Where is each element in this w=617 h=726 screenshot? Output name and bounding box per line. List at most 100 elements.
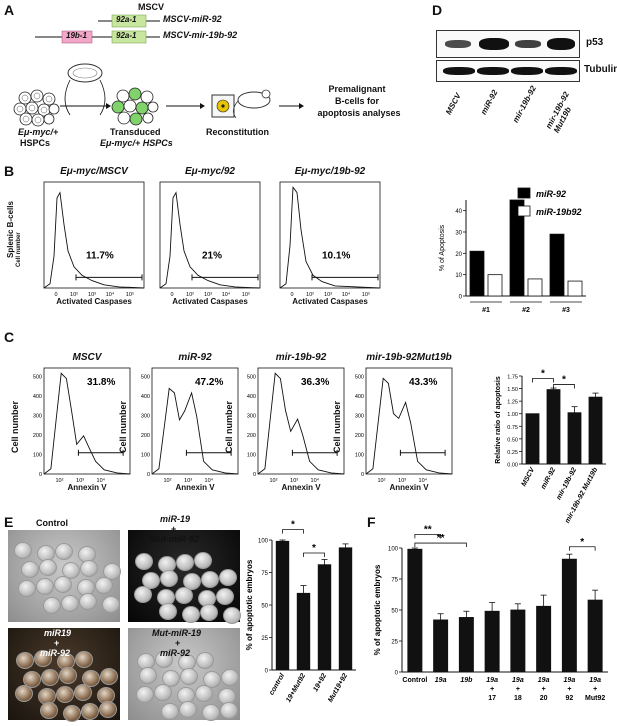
tubulin-blot	[436, 60, 580, 82]
histogram-xlabel: Activated Caspases	[172, 297, 248, 306]
embryo	[195, 685, 213, 702]
y-tick-label: 50	[261, 604, 268, 610]
bar	[487, 274, 503, 297]
embryo	[61, 595, 79, 612]
histogram-title: mir-19b-92	[275, 352, 327, 363]
histogram-frame	[365, 367, 453, 475]
histogram-frame	[257, 367, 345, 475]
category-label: 19a	[538, 677, 550, 684]
embryo	[183, 573, 201, 590]
chart-f: 0 25 50 75 100 % of apoptotic embryos Control 1…	[373, 524, 608, 702]
y-axis-title: % of apoptotic embryos	[373, 564, 382, 655]
category-label: Control	[402, 677, 427, 684]
bar	[433, 619, 449, 673]
category-label: +	[542, 686, 546, 693]
y-axis-title: % of apoptotic embryos	[245, 559, 254, 650]
category-label: #2	[522, 307, 530, 314]
y-tick-label: 75	[261, 571, 268, 577]
histogram-curve	[43, 191, 145, 289]
y-tick-label: 25	[261, 636, 268, 642]
percent-label: 10.1%	[322, 250, 350, 261]
histogram-title: Eμ-myc/19b-92	[294, 166, 366, 177]
significance-label: *	[541, 369, 545, 380]
category-label: mir-19b-92	[555, 467, 578, 502]
x-tick-label: 10³	[76, 478, 84, 484]
bar	[275, 540, 290, 671]
significance-bracket	[532, 378, 554, 383]
category-label: 19a	[512, 677, 524, 684]
histogram-curve	[43, 372, 131, 475]
histogram-curve	[257, 372, 345, 475]
embryo	[63, 705, 81, 722]
x-tick-label: 10²	[306, 292, 314, 298]
embryo	[180, 668, 198, 685]
category-label: +	[567, 686, 571, 693]
y-tick-label: 100	[388, 547, 399, 553]
y-tick-label: 200	[355, 433, 364, 439]
x-tick-label: 10²	[186, 292, 194, 298]
embryo	[201, 571, 219, 588]
percent-label: 36.3%	[301, 377, 329, 388]
embryo	[16, 652, 34, 669]
y-axis-title: % of Apoptosis	[439, 224, 446, 271]
embryo	[162, 670, 180, 687]
embryo	[179, 701, 197, 718]
panel-label-a: A	[4, 2, 15, 18]
histogram-curve	[365, 377, 453, 475]
embryo	[15, 685, 33, 702]
histogram-ylabel: Cell number	[224, 400, 234, 453]
histogram-xlabel: Activated Caspases	[56, 297, 132, 306]
bar	[567, 280, 583, 297]
histogram-xlabel: Activated Caspases	[292, 297, 368, 306]
outcome-label-3: apoptosis analyses	[317, 108, 401, 118]
x-tick-label: 0	[290, 292, 293, 298]
embryo	[41, 669, 59, 686]
histogram-ylabel: Cell number	[10, 400, 20, 453]
y-tick-label: 500	[247, 374, 256, 380]
bar	[567, 412, 582, 465]
histogram-frame	[159, 181, 261, 289]
embryo	[55, 543, 73, 560]
embryo	[142, 572, 160, 589]
bar	[588, 396, 603, 465]
y-tick-label: 1.25	[507, 400, 518, 406]
bar	[561, 558, 577, 673]
panel-a-diagram	[13, 14, 304, 127]
chart-c-relative: 0.00 0.25 0.50 0.75 1.00 1.25 1.50 1.75 Relative…	[495, 369, 606, 525]
bar	[469, 250, 485, 297]
embryo	[74, 684, 92, 701]
significance-label: *	[291, 520, 295, 531]
x-tick-label: 10²	[378, 478, 386, 484]
reconstitution-label: Reconstitution	[206, 127, 269, 137]
histogram-svg: 10² 10³ 10⁴ 0 100 200 300 400 500 43.3%	[355, 367, 453, 484]
panel-label-c: C	[4, 329, 15, 345]
embryo	[34, 650, 52, 667]
embryo	[139, 667, 157, 684]
histogram-xlabel: Annexin V	[389, 483, 429, 492]
y-tick-label: 400	[247, 394, 256, 400]
embryo	[21, 561, 39, 578]
transduced-label-2: Eμ-myc/+ HSPCs	[100, 138, 173, 148]
histogram-curve	[279, 186, 381, 289]
significance-bracket	[414, 542, 467, 548]
y-tick-label: 100	[355, 452, 364, 458]
embryo	[54, 576, 72, 593]
embryo	[103, 563, 121, 580]
x-tick-label: 10²	[164, 478, 172, 484]
category-label: Mut19+92	[327, 672, 349, 703]
x-tick-label: 10²	[270, 478, 278, 484]
embryo	[40, 702, 58, 719]
embryo	[79, 593, 97, 610]
y-tick-label: 500	[141, 374, 150, 380]
embryo	[39, 559, 57, 576]
histogram-title: Eμ-myc/MSCV	[60, 166, 128, 177]
construct-92-name: MSCV-miR-92	[163, 14, 222, 24]
embryo	[219, 569, 237, 586]
significance-bracket	[568, 546, 596, 551]
y-tick-label: 30	[455, 231, 462, 237]
embryo	[200, 604, 218, 621]
bar	[510, 609, 526, 673]
embryo	[196, 652, 214, 669]
vector-label: MSCV	[138, 2, 165, 12]
